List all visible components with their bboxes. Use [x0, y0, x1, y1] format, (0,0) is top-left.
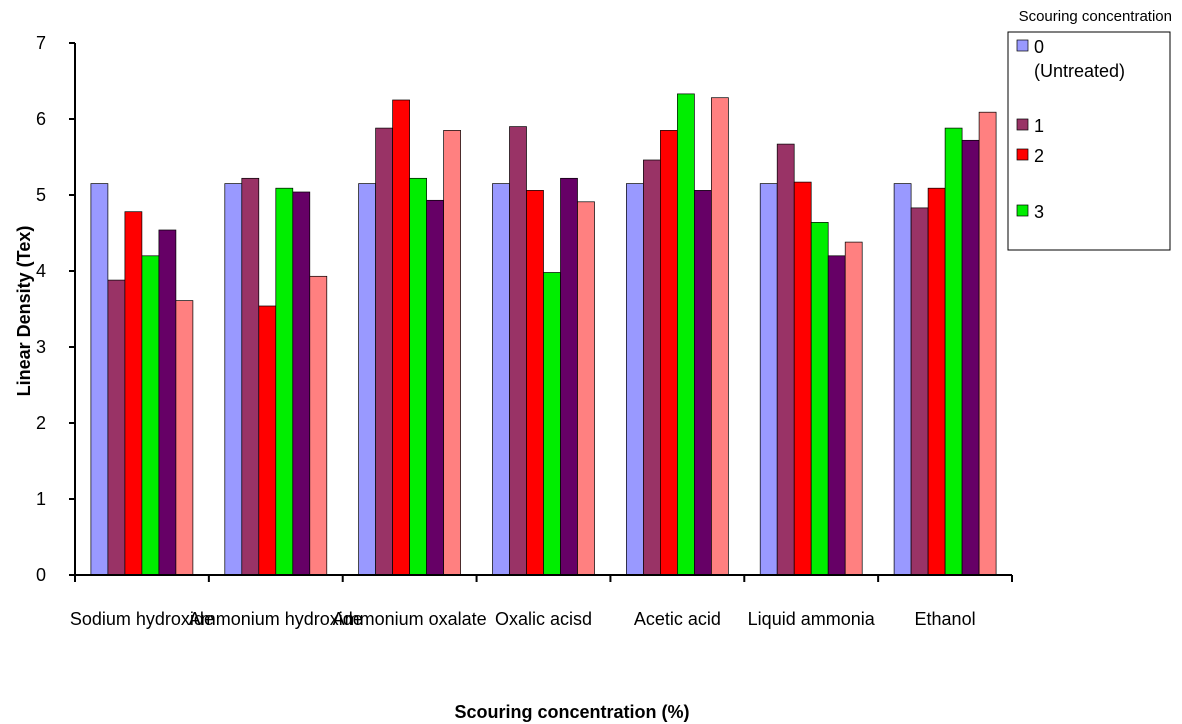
bar-series2-ethanol — [910, 207, 929, 576]
y-axis-title: Linear Density (Tex) — [14, 226, 34, 397]
legend-label: 1 — [1034, 116, 1044, 136]
bar-series5-oxalic-acisd — [560, 177, 578, 576]
bar-series4-ammonium-hydroxide — [275, 187, 294, 576]
bar-series6-liquid-ammonia — [844, 241, 863, 576]
x-tick-label: Ammonium hydroxide — [189, 609, 363, 629]
legend-swatch — [1016, 204, 1029, 217]
bar-series3-sodium-hydroxide — [124, 211, 143, 576]
bar-series1-acetic-acid — [626, 183, 644, 576]
legend-swatch — [1016, 148, 1029, 161]
y-tick-label: 7 — [36, 33, 46, 53]
y-tick-label: 6 — [36, 109, 46, 129]
x-tick-label: Sodium hydroxide — [70, 609, 214, 629]
bar-series5-ammonium-hydroxide — [292, 191, 311, 576]
bar-series5-acetic-acid — [694, 190, 712, 576]
bar-series4-sodium-hydroxide — [141, 255, 160, 576]
bar-series4-ethanol — [944, 127, 963, 576]
bar-series6-ethanol — [978, 111, 997, 576]
legend: 0 (Untreated) 1 2 3 — [1007, 31, 1171, 251]
legend-box — [1007, 31, 1171, 251]
legend-label: 3 — [1034, 202, 1044, 222]
bar-series4-oxalic-acisd — [543, 272, 561, 576]
legend-label: (Untreated) — [1034, 61, 1125, 81]
bar-series2-ammonium-oxalate — [375, 127, 393, 576]
bar-series5-liquid-ammonia — [827, 255, 846, 576]
bar-series1-ethanol — [893, 183, 912, 576]
bar-series4-liquid-ammonia — [810, 222, 829, 576]
bar-series1-oxalic-acisd — [492, 183, 510, 576]
bar-series3-ethanol — [927, 187, 946, 576]
x-tick-label: Ammonium oxalate — [333, 609, 487, 629]
bar-series6-ammonium-hydroxide — [309, 275, 328, 576]
legend-title: Scouring concentration — [1019, 8, 1172, 25]
bar-series3-liquid-ammonia — [793, 181, 812, 576]
bar-series1-liquid-ammonia — [759, 183, 778, 576]
bar-series5-ethanol — [961, 139, 980, 576]
legend-label: 2 — [1034, 146, 1044, 166]
bar-series6-acetic-acid — [711, 97, 729, 576]
legend-label: 0 — [1034, 37, 1044, 57]
y-tick-label: 2 — [36, 413, 46, 433]
y-tick-label: 1 — [36, 489, 46, 509]
bar-series3-ammonium-oxalate — [392, 99, 410, 576]
bar-series6-sodium-hydroxide — [175, 300, 194, 576]
bar-series2-oxalic-acisd — [509, 126, 527, 576]
bar-series2-liquid-ammonia — [776, 143, 795, 576]
bar-series4-ammonium-oxalate — [409, 177, 427, 576]
bar-series2-sodium-hydroxide — [107, 279, 126, 576]
y-tick-label: 5 — [36, 185, 46, 205]
x-tick-label: Ethanol — [915, 609, 976, 629]
bar-series5-sodium-hydroxide — [158, 229, 177, 576]
bar-series3-ammonium-hydroxide — [258, 305, 277, 576]
bar-series1-sodium-hydroxide — [90, 183, 109, 576]
bar-series2-acetic-acid — [643, 159, 661, 576]
bar-series2-ammonium-hydroxide — [241, 177, 260, 576]
bar-series6-oxalic-acisd — [577, 201, 595, 576]
bar-series3-oxalic-acisd — [526, 190, 544, 576]
bars-layer — [90, 93, 997, 576]
bar-series3-acetic-acid — [660, 130, 678, 576]
bar-series4-acetic-acid — [677, 93, 695, 576]
x-tick-label: Liquid ammonia — [748, 609, 876, 629]
legend-swatch — [1016, 118, 1029, 131]
x-tick-label: Oxalic acisd — [495, 609, 592, 629]
legend-swatch — [1016, 39, 1029, 52]
bar-series1-ammonium-oxalate — [358, 183, 376, 576]
y-tick-label: 0 — [36, 565, 46, 585]
y-tick-label: 3 — [36, 337, 46, 357]
bar-series5-ammonium-oxalate — [426, 199, 444, 576]
bar-series1-ammonium-hydroxide — [224, 183, 243, 576]
x-tick-label: Acetic acid — [634, 609, 721, 629]
y-tick-label: 4 — [36, 261, 46, 281]
bar-series6-ammonium-oxalate — [443, 130, 461, 576]
x-axis-title: Scouring concentration (%) — [454, 702, 689, 722]
